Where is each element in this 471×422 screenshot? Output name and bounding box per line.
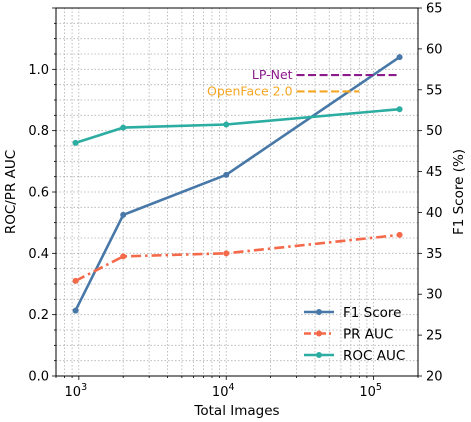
x-tick-exponent: 4 (228, 382, 234, 393)
y-right-tick-label: 60 (426, 42, 443, 57)
pr-auc-line (74, 233, 400, 283)
y-right-tick-label: 55 (426, 83, 443, 98)
f1-score-point (72, 307, 79, 314)
y-right-tick-label: 30 (426, 288, 443, 303)
y-left-tick-label: 0.2 (28, 308, 49, 323)
pr-auc-point (396, 231, 403, 238)
roc-auc-legend-marker (316, 352, 322, 358)
y-left-tick-label: 1.0 (28, 63, 49, 78)
roc-auc-point (223, 121, 230, 128)
y-left-tick-label: 0.0 (28, 370, 49, 385)
f1-score-legend-label: F1 Score (343, 305, 401, 321)
roc-auc-line (75, 107, 400, 145)
roc-auc-legend-label: ROC AUC (343, 348, 405, 364)
pr-auc-point (72, 277, 79, 284)
pr-auc-legend-marker (316, 330, 322, 337)
axes: 202530354045505560650.00.20.40.60.81.010… (28, 2, 442, 401)
x-axis-label: Total Images (193, 403, 279, 419)
y-right-tick-label: 25 (426, 329, 443, 344)
pr-auc-legend-label: PR AUC (343, 327, 393, 343)
y-axis-left-label: ROC/PR AUC (3, 150, 19, 234)
x-tick-label: 103 (65, 382, 88, 400)
y-right-tick-label: 40 (426, 206, 443, 221)
lp-net-reference-label: LP-Net (252, 67, 293, 82)
roc-auc-point (72, 139, 79, 146)
roc-auc-point (120, 124, 127, 131)
x-tick-label: 105 (359, 382, 382, 400)
f1-score-point (120, 211, 127, 218)
legend: F1 Score PR AUC ROC AUC (304, 305, 405, 364)
y-left-tick-label: 0.8 (28, 124, 49, 139)
openface-2-0-reference-label: OpenFace 2.0 (207, 83, 293, 98)
y-left-tick-label: 0.6 (28, 186, 49, 201)
x-tick-exponent: 5 (376, 382, 382, 393)
f1-score-point (396, 54, 403, 61)
y-right-tick-label: 45 (426, 165, 443, 180)
y-left-tick-label: 0.4 (28, 247, 49, 262)
x-tick-label: 104 (212, 382, 235, 400)
y-right-tick-label: 65 (426, 2, 443, 17)
roc-auc-point (396, 106, 403, 113)
x-tick-exponent: 3 (81, 382, 87, 393)
pr-auc-point (120, 253, 127, 260)
y-right-tick-label: 50 (426, 124, 443, 139)
f1-score-legend-marker (316, 309, 322, 315)
y-axis-right-label: F1 Score (%) (451, 149, 467, 235)
plot-area (72, 54, 403, 314)
pr-auc-point (223, 250, 230, 257)
y-right-tick-label: 20 (426, 370, 443, 385)
f1-score-point (223, 171, 230, 178)
y-right-tick-label: 35 (426, 247, 443, 262)
